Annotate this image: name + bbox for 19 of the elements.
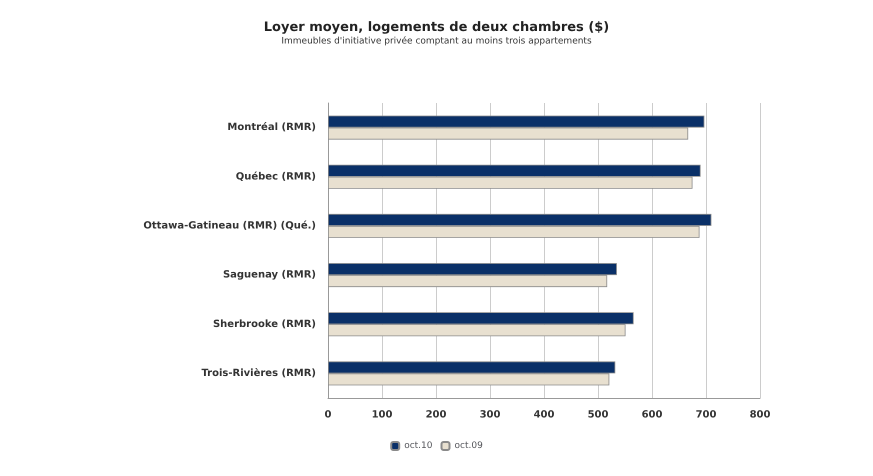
x-tick-label: 200 <box>426 410 446 420</box>
x-tick-label: 800 <box>750 410 770 420</box>
x-tick-label: 300 <box>480 410 500 420</box>
y-tick-label: Ottawa-Gatineau (RMR) (Qué.) <box>143 220 316 232</box>
x-tick-label: 400 <box>534 410 554 420</box>
x-tick-label: 0 <box>324 410 332 420</box>
x-tick-label: 100 <box>372 410 392 420</box>
chart-title: Loyer moyen, logements de deux chambres ($) <box>264 20 610 35</box>
y-tick-label: Trois-Rivières (RMR) <box>201 368 316 379</box>
y-tick-label: Montréal (RMR) <box>227 122 316 134</box>
chart-subtitle: Immeubles d'initiative privée comptant au moins trois appartements <box>281 36 592 46</box>
legend-label: oct.10 <box>404 441 433 451</box>
x-tick-label: 500 <box>588 410 608 420</box>
x-tick-label: 700 <box>696 410 716 420</box>
x-tick-label: 600 <box>642 410 662 420</box>
legend-label: oct.09 <box>454 441 484 451</box>
y-tick-label: Saguenay (RMR) <box>222 270 316 281</box>
y-tick-label: Québec (RMR) <box>236 171 316 182</box>
y-tick-label: Sherbrooke (RMR) <box>212 318 316 330</box>
